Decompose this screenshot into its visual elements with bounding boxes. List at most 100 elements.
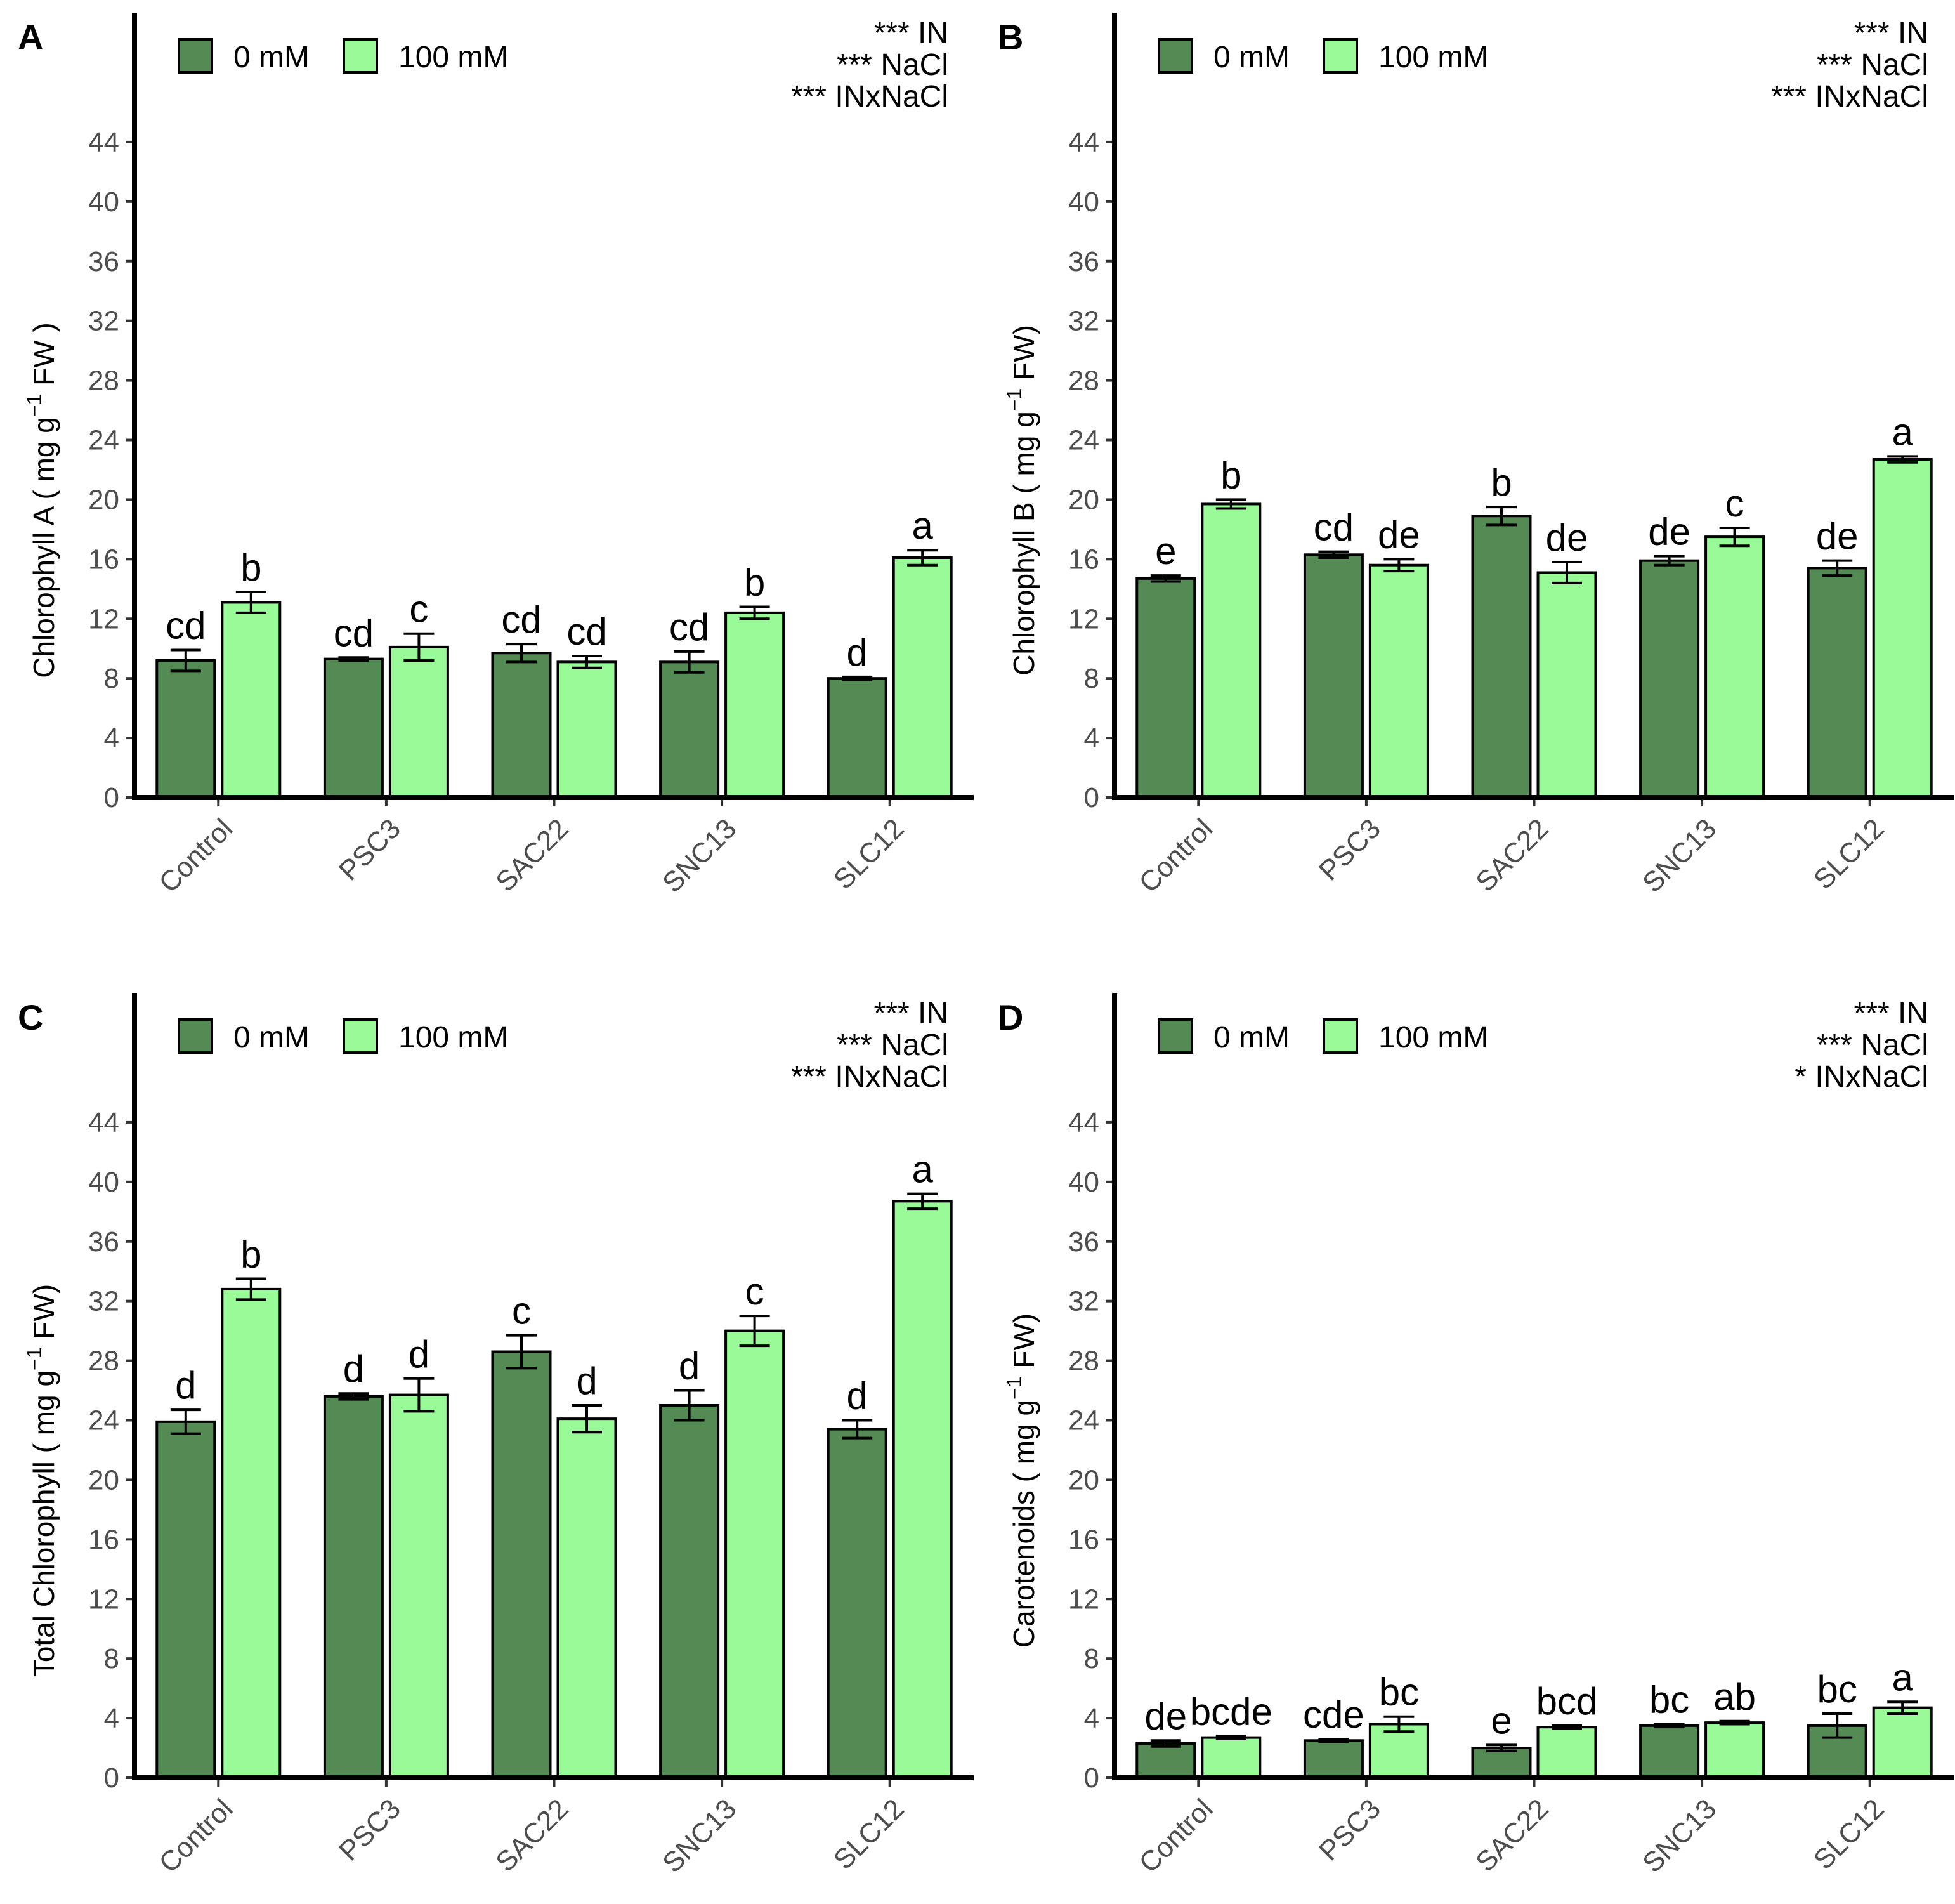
y-tick-label: 16 — [1068, 544, 1099, 575]
bar-slc12-100mm — [892, 556, 953, 799]
y-tick-label: 24 — [1068, 425, 1099, 456]
error-bar — [1552, 1724, 1582, 1730]
error-bar — [1887, 1700, 1918, 1716]
bar-control-0mm — [1135, 1742, 1196, 1780]
y-tick-label: 16 — [88, 1524, 119, 1555]
y-axis-label: Chlorophyll A ( mg g−1 FW ) — [23, 322, 60, 678]
bar-slc12-100mm — [1872, 1706, 1933, 1780]
bar-slc12-0mm — [1807, 567, 1867, 799]
significance-letter: ab — [1713, 1676, 1756, 1718]
legend-swatch-0mm — [178, 1018, 213, 1054]
significance-letter: de — [1378, 513, 1420, 556]
error-bar — [1150, 574, 1181, 583]
significance-letter: bc — [1379, 1671, 1419, 1714]
bar-sac22-0mm — [1471, 515, 1532, 799]
error-bar — [506, 643, 537, 664]
significance-letter: d — [847, 1375, 868, 1417]
y-tick-label: 24 — [88, 425, 119, 456]
significance-note: *** IN — [874, 997, 948, 1030]
y-tick-label: 24 — [88, 1405, 119, 1436]
y-tick-label: 4 — [1084, 723, 1099, 754]
y-axis-label: Total Chlorophyll ( mg g−1 FW) — [23, 1284, 60, 1677]
legend-swatch-100mm — [343, 38, 378, 74]
y-tick-label: 28 — [88, 1346, 119, 1377]
bar-control-0mm — [155, 1420, 216, 1779]
bar-control-0mm — [155, 659, 216, 799]
bar-sac22-100mm — [1536, 1726, 1597, 1779]
legend-label: 100 mM — [1378, 41, 1488, 74]
y-tick-label: 20 — [1068, 484, 1099, 515]
x-tick-label: SNC13 — [657, 813, 742, 898]
error-bar — [674, 650, 705, 674]
significance-letter: e — [1491, 1699, 1512, 1742]
y-tick-label: 4 — [104, 1703, 119, 1734]
panel-letter: D — [998, 997, 1023, 1037]
y-tick-label: 8 — [104, 1643, 119, 1674]
significance-letter: bcde — [1190, 1690, 1272, 1733]
y-tick-label: 40 — [1068, 1167, 1099, 1198]
significance-letter: de — [1546, 516, 1588, 559]
significance-note: * INxNaCl — [1795, 1060, 1928, 1094]
error-bar — [1822, 1712, 1853, 1739]
y-tick-label: 4 — [1084, 1703, 1099, 1734]
significance-letter: c — [1725, 482, 1744, 525]
y-tick-label: 40 — [88, 1167, 119, 1198]
significance-letter: b — [1491, 461, 1512, 504]
x-tick-label: SLC12 — [828, 1793, 910, 1875]
significance-letter: cd — [334, 612, 374, 654]
significance-letter: a — [1892, 410, 1914, 453]
y-tick-label: 44 — [1068, 127, 1099, 158]
significance-note: *** IN — [874, 16, 948, 50]
significance-note: *** NaCl — [837, 1028, 948, 1062]
error-bar — [1215, 1735, 1246, 1740]
bar-psc3-0mm — [1303, 1739, 1364, 1780]
bar-psc3-100mm — [388, 1393, 449, 1779]
panel-b: B Chlorophyll B ( mg g−1 FW) 0 4 8 12 16 20 24 28… — [998, 13, 1954, 898]
bar-slc12-100mm — [892, 1200, 953, 1779]
error-bar — [572, 1404, 602, 1434]
bar-psc3-0mm — [1303, 553, 1364, 799]
significance-letter: bc — [1817, 1668, 1857, 1710]
significance-letter: d — [409, 1333, 429, 1375]
panel-letter: C — [18, 997, 43, 1037]
x-tick-label: PSC3 — [1313, 1793, 1387, 1867]
x-tick-label: PSC3 — [333, 813, 407, 886]
significance-letter: d — [343, 1348, 364, 1390]
significance-letter: cd — [166, 605, 206, 647]
significance-letter: cd — [669, 606, 709, 648]
panel-letter: A — [18, 17, 43, 57]
bar-snc13-0mm — [1639, 1724, 1700, 1779]
y-axis-label: Chlorophyll B ( mg g−1 FW) — [1003, 325, 1040, 676]
y-tick-label: 32 — [88, 1286, 119, 1317]
error-bar — [739, 605, 770, 620]
significance-letter: d — [175, 1364, 196, 1407]
significance-note: *** INxNaCl — [791, 80, 948, 114]
bar-slc12-100mm — [1872, 458, 1933, 799]
significance-letter: cde — [1303, 1693, 1364, 1736]
significance-letter: a — [912, 504, 934, 547]
error-bar — [1383, 1715, 1415, 1733]
significance-letter: d — [576, 1360, 597, 1402]
legend-swatch-100mm — [1323, 1018, 1358, 1054]
bar-sac22-100mm — [1536, 571, 1597, 799]
panel-d: D Carotenoids ( mg g−1 FW) 0 4 8 12 16 20 24 28 32… — [998, 993, 1954, 1879]
error-bar — [1383, 558, 1415, 573]
error-bar — [1318, 1737, 1349, 1743]
significance-letter: b — [1220, 454, 1241, 496]
significance-note: *** NaCl — [1817, 48, 1928, 82]
error-bar — [1719, 527, 1750, 548]
significance-note: *** IN — [1854, 16, 1928, 50]
legend-label: 0 mM — [233, 41, 310, 74]
significance-letter: b — [240, 1233, 261, 1275]
legend-swatch-0mm — [1158, 38, 1193, 74]
significance-note: *** NaCl — [1817, 1028, 1928, 1062]
x-tick-label: SAC22 — [1470, 1793, 1554, 1877]
panel-letter: B — [998, 17, 1023, 57]
error-bar — [739, 1315, 770, 1348]
x-tick-label: PSC3 — [333, 1793, 407, 1867]
legend-label: 100 mM — [1378, 1021, 1488, 1054]
y-tick-label: 24 — [1068, 1405, 1099, 1436]
y-axis-label: Carotenoids ( mg g−1 FW) — [1003, 1313, 1040, 1648]
x-tick-label: SNC13 — [1637, 1793, 1722, 1879]
